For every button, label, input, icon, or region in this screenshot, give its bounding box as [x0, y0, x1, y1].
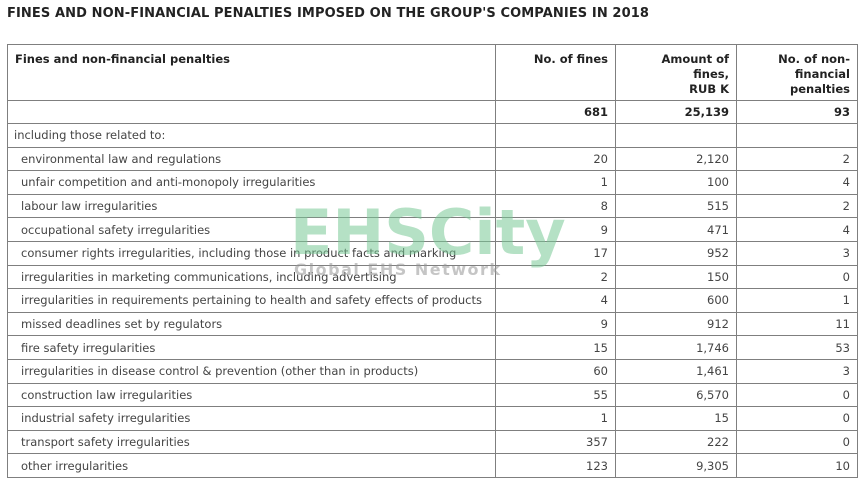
fines-cell: 9	[495, 217, 616, 242]
column-header-amount-line2: RUB K	[689, 82, 729, 96]
fines-cell: 55	[495, 382, 616, 408]
fines-cell: 123	[495, 453, 616, 478]
row-label-cell: other irregularities	[7, 453, 496, 478]
amount-cell: 6,570	[615, 382, 737, 408]
amount-cell: 515	[615, 193, 737, 219]
row-label-cell: unfair competition and anti-monopoly irr…	[7, 170, 496, 195]
table-row: irregularities in marketing communicatio…	[7, 264, 858, 290]
amount-cell: 1,461	[615, 358, 737, 384]
row-label-cell: fire safety irregularities	[7, 335, 496, 360]
row-label-cell: consumer rights irregularities, includin…	[7, 240, 496, 266]
table-row: unfair competition and anti-monopoly irr…	[7, 170, 858, 195]
row-label-cell: labour law irregularities	[7, 193, 496, 219]
nonfinancial-cell: 0	[736, 382, 858, 408]
amount-cell: 952	[615, 240, 737, 266]
nonfinancial-cell: 3	[736, 358, 858, 384]
table-row: transport safety irregularities 357 222 0	[7, 429, 858, 455]
row-label-cell: irregularities in marketing communicatio…	[7, 264, 496, 290]
row-label-cell: environmental law and regulations	[7, 146, 496, 172]
fines-cell: 20	[495, 146, 616, 172]
column-header-nonfinancial-line1: No. of non-financial	[778, 52, 850, 81]
fines-cell: 2	[495, 264, 616, 290]
column-header-fines: No. of fines	[495, 44, 616, 101]
nonfinancial-cell: 3	[736, 240, 858, 266]
total-nonfinancial-cell: 93	[736, 100, 858, 124]
column-header-nonfinancial-line2: penalties	[789, 82, 850, 96]
subheading-row: including those related to:	[7, 123, 858, 148]
empty-cell	[736, 123, 858, 148]
table-row: missed deadlines set by regulators 9 912 11	[7, 311, 858, 337]
table-row: fire safety irregularities 15 1,746 53	[7, 335, 858, 360]
amount-cell: 15	[615, 406, 737, 431]
nonfinancial-cell: 11	[736, 311, 858, 337]
nonfinancial-cell: 4	[736, 217, 858, 242]
amount-cell: 912	[615, 311, 737, 337]
amount-cell: 150	[615, 264, 737, 290]
table-row: occupational safety irregularities 9 471 4	[7, 217, 858, 242]
nonfinancial-cell: 0	[736, 406, 858, 431]
penalties-table: Fines and non-financial penalties No. of…	[7, 44, 858, 478]
table-row: industrial safety irregularities 1 15 0	[7, 406, 858, 431]
fines-cell: 4	[495, 288, 616, 313]
fines-cell: 15	[495, 335, 616, 360]
fines-cell: 9	[495, 311, 616, 337]
page-title: FINES AND NON-FINANCIAL PENALTIES IMPOSE…	[7, 6, 650, 21]
table-header-row: Fines and non-financial penalties No. of…	[7, 44, 858, 101]
totals-row: 681 25,139 93	[7, 100, 858, 124]
subheading-cell: including those related to:	[7, 123, 496, 148]
fines-cell: 1	[495, 406, 616, 431]
fines-cell: 357	[495, 429, 616, 455]
total-fines-cell: 681	[495, 100, 616, 124]
amount-cell: 471	[615, 217, 737, 242]
nonfinancial-cell: 2	[736, 146, 858, 172]
row-label-cell: occupational safety irregularities	[7, 217, 496, 242]
totals-label-cell	[7, 100, 496, 124]
table-row: consumer rights irregularities, includin…	[7, 240, 858, 266]
row-label-cell: irregularities in disease control & prev…	[7, 358, 496, 384]
nonfinancial-cell: 0	[736, 429, 858, 455]
column-header-nonfinancial: No. of non-financial penalties	[736, 44, 858, 101]
amount-cell: 2,120	[615, 146, 737, 172]
nonfinancial-cell: 53	[736, 335, 858, 360]
amount-cell: 1,746	[615, 335, 737, 360]
amount-cell: 100	[615, 170, 737, 195]
row-label-cell: missed deadlines set by regulators	[7, 311, 496, 337]
nonfinancial-cell: 2	[736, 193, 858, 219]
column-header-amount-line1: Amount of fines,	[661, 52, 729, 81]
row-label-cell: irregularities in requirements pertainin…	[7, 288, 496, 313]
empty-cell	[615, 123, 737, 148]
fines-cell: 8	[495, 193, 616, 219]
column-header-penalties: Fines and non-financial penalties	[7, 44, 496, 101]
total-amount-cell: 25,139	[615, 100, 737, 124]
fines-cell: 60	[495, 358, 616, 384]
table-row: labour law irregularities 8 515 2	[7, 193, 858, 219]
row-label-cell: transport safety irregularities	[7, 429, 496, 455]
row-label-cell: industrial safety irregularities	[7, 406, 496, 431]
amount-cell: 9,305	[615, 453, 737, 478]
table-row: construction law irregularities 55 6,570 0	[7, 382, 858, 408]
fines-cell: 1	[495, 170, 616, 195]
table-row: irregularities in disease control & prev…	[7, 358, 858, 384]
table-row: environmental law and regulations 20 2,120…	[7, 146, 858, 172]
table-row: other irregularities 123 9,305 10	[7, 453, 858, 478]
nonfinancial-cell: 4	[736, 170, 858, 195]
nonfinancial-cell: 0	[736, 264, 858, 290]
nonfinancial-cell: 10	[736, 453, 858, 478]
nonfinancial-cell: 1	[736, 288, 858, 313]
column-header-amount: Amount of fines, RUB K	[615, 44, 737, 101]
table-row: irregularities in requirements pertainin…	[7, 288, 858, 313]
empty-cell	[495, 123, 616, 148]
fines-cell: 17	[495, 240, 616, 266]
amount-cell: 600	[615, 288, 737, 313]
row-label-cell: construction law irregularities	[7, 382, 496, 408]
amount-cell: 222	[615, 429, 737, 455]
